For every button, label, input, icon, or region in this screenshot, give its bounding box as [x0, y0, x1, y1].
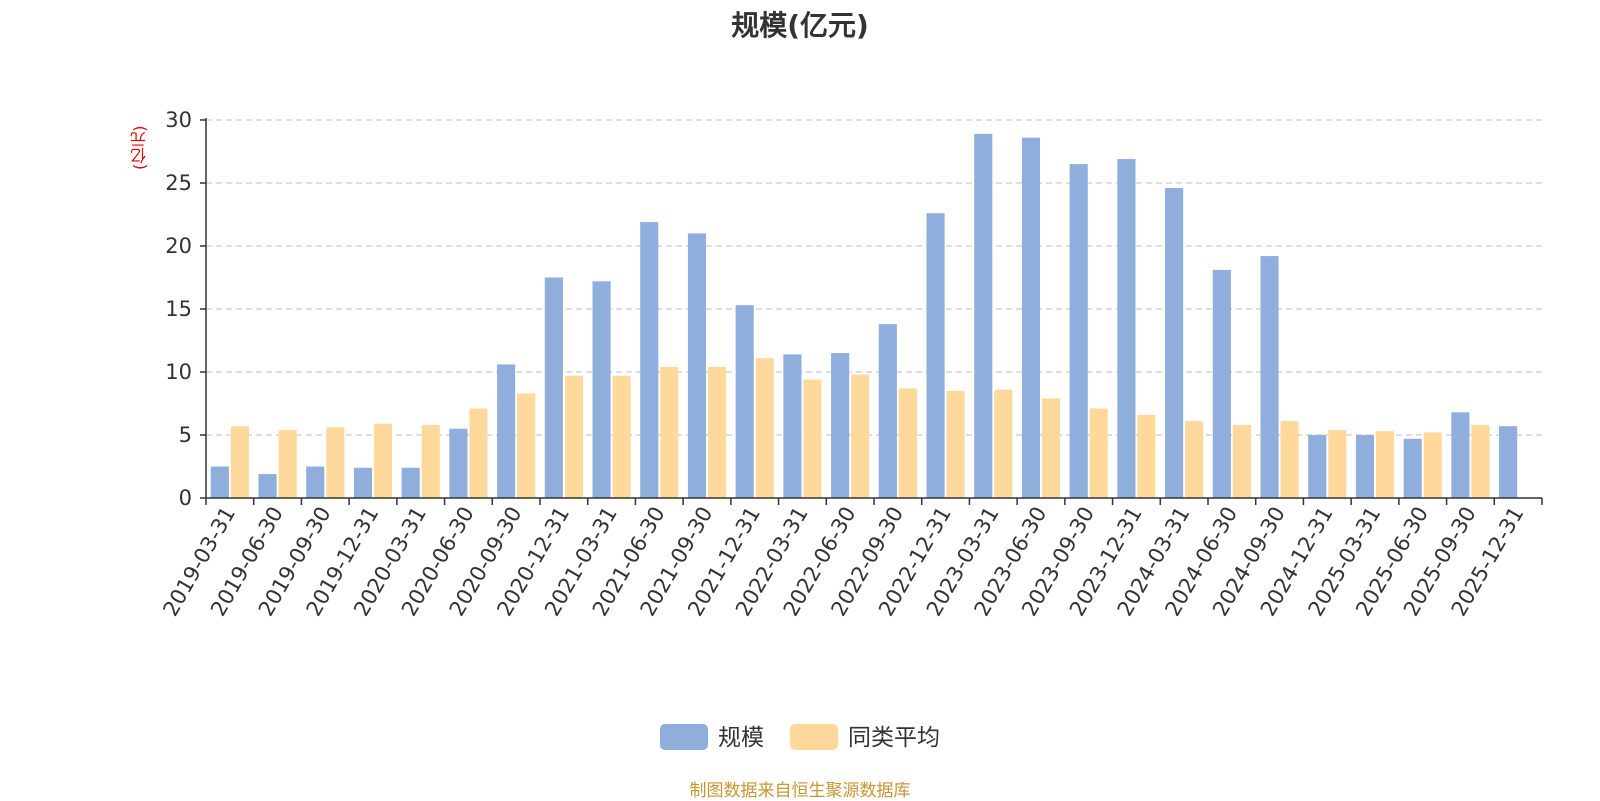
bar-scale	[1165, 188, 1184, 499]
grid-lines	[206, 119, 1542, 436]
y-tick-label: 5	[179, 423, 192, 447]
bar-scale	[449, 428, 468, 498]
bar-scale	[1499, 426, 1518, 498]
bar-scale	[783, 354, 802, 498]
bar-scale	[687, 233, 707, 498]
bar-scale	[1451, 412, 1470, 498]
bar-scale	[1260, 256, 1279, 498]
legend-swatch-peer-average	[790, 724, 838, 750]
legend: 规模 同类平均	[660, 724, 940, 751]
bar-scale	[1212, 269, 1231, 498]
bar-peer-average	[1280, 421, 1299, 498]
bar-scale	[544, 277, 563, 498]
bar-peer-average	[564, 375, 583, 498]
bar-peer-average	[1423, 432, 1442, 498]
bar-peer-average	[1089, 408, 1108, 498]
bar-scale	[640, 222, 659, 498]
chart-title: 规模(亿元)	[731, 9, 869, 42]
bar-peer-average	[612, 375, 631, 498]
bar-scale	[592, 281, 611, 498]
bar-peer-average	[1471, 424, 1490, 498]
y-tick-label: 0	[179, 486, 192, 510]
bar-scale	[926, 213, 945, 499]
bar-peer-average	[994, 389, 1013, 498]
bar-scale	[306, 466, 325, 498]
bar-scale	[401, 467, 420, 498]
y-tick-label: 20	[165, 234, 192, 258]
bar-scale	[974, 133, 993, 499]
bar-peer-average	[230, 426, 249, 498]
bar-scale	[1308, 435, 1327, 498]
bar-scale	[497, 364, 516, 498]
bar-peer-average	[660, 366, 679, 498]
legend-label-peer-average: 同类平均	[848, 725, 940, 751]
bar-peer-average	[851, 374, 870, 498]
data-source-note: 制图数据来自恒生聚源数据库	[689, 781, 911, 801]
bar-scale	[735, 305, 754, 498]
bar-peer-average	[421, 424, 440, 498]
y-tick-label: 25	[165, 171, 192, 195]
bar-scale	[1021, 137, 1041, 498]
bar-peer-average	[1328, 429, 1347, 498]
bar-scale	[1403, 438, 1422, 498]
bar-peer-average	[898, 388, 917, 498]
bar-scale	[1117, 159, 1136, 498]
bar-scale	[878, 324, 897, 498]
bar-peer-average	[517, 393, 536, 498]
y-tick-label: 10	[165, 360, 192, 384]
bars	[210, 133, 1518, 499]
bar-peer-average	[1232, 424, 1251, 498]
bar-scale	[1355, 435, 1375, 498]
bar-peer-average	[755, 358, 774, 498]
y-tick-label: 15	[165, 297, 192, 321]
legend-swatch-scale	[660, 724, 708, 750]
legend-label-scale: 规模	[718, 725, 764, 751]
bar-peer-average	[1041, 398, 1061, 498]
bar-peer-average	[278, 429, 297, 498]
bar-scale	[1069, 164, 1088, 498]
bar-peer-average	[326, 427, 345, 498]
bar-scale	[353, 467, 373, 498]
bar-scale	[210, 466, 229, 498]
axes: 0510152025302019-03-312019-06-302019-09-…	[158, 108, 1543, 620]
bar-scale	[831, 353, 850, 498]
bar-peer-average	[1185, 421, 1204, 498]
bar-peer-average	[707, 366, 727, 498]
bar-peer-average	[469, 408, 488, 498]
y-tick-label: 30	[165, 108, 192, 132]
bar-scale	[258, 474, 277, 498]
bar-peer-average	[1137, 414, 1156, 498]
bar-peer-average	[946, 390, 965, 498]
bar-peer-average	[1375, 431, 1395, 498]
bar-peer-average	[373, 423, 393, 498]
bar-peer-average	[803, 379, 822, 498]
